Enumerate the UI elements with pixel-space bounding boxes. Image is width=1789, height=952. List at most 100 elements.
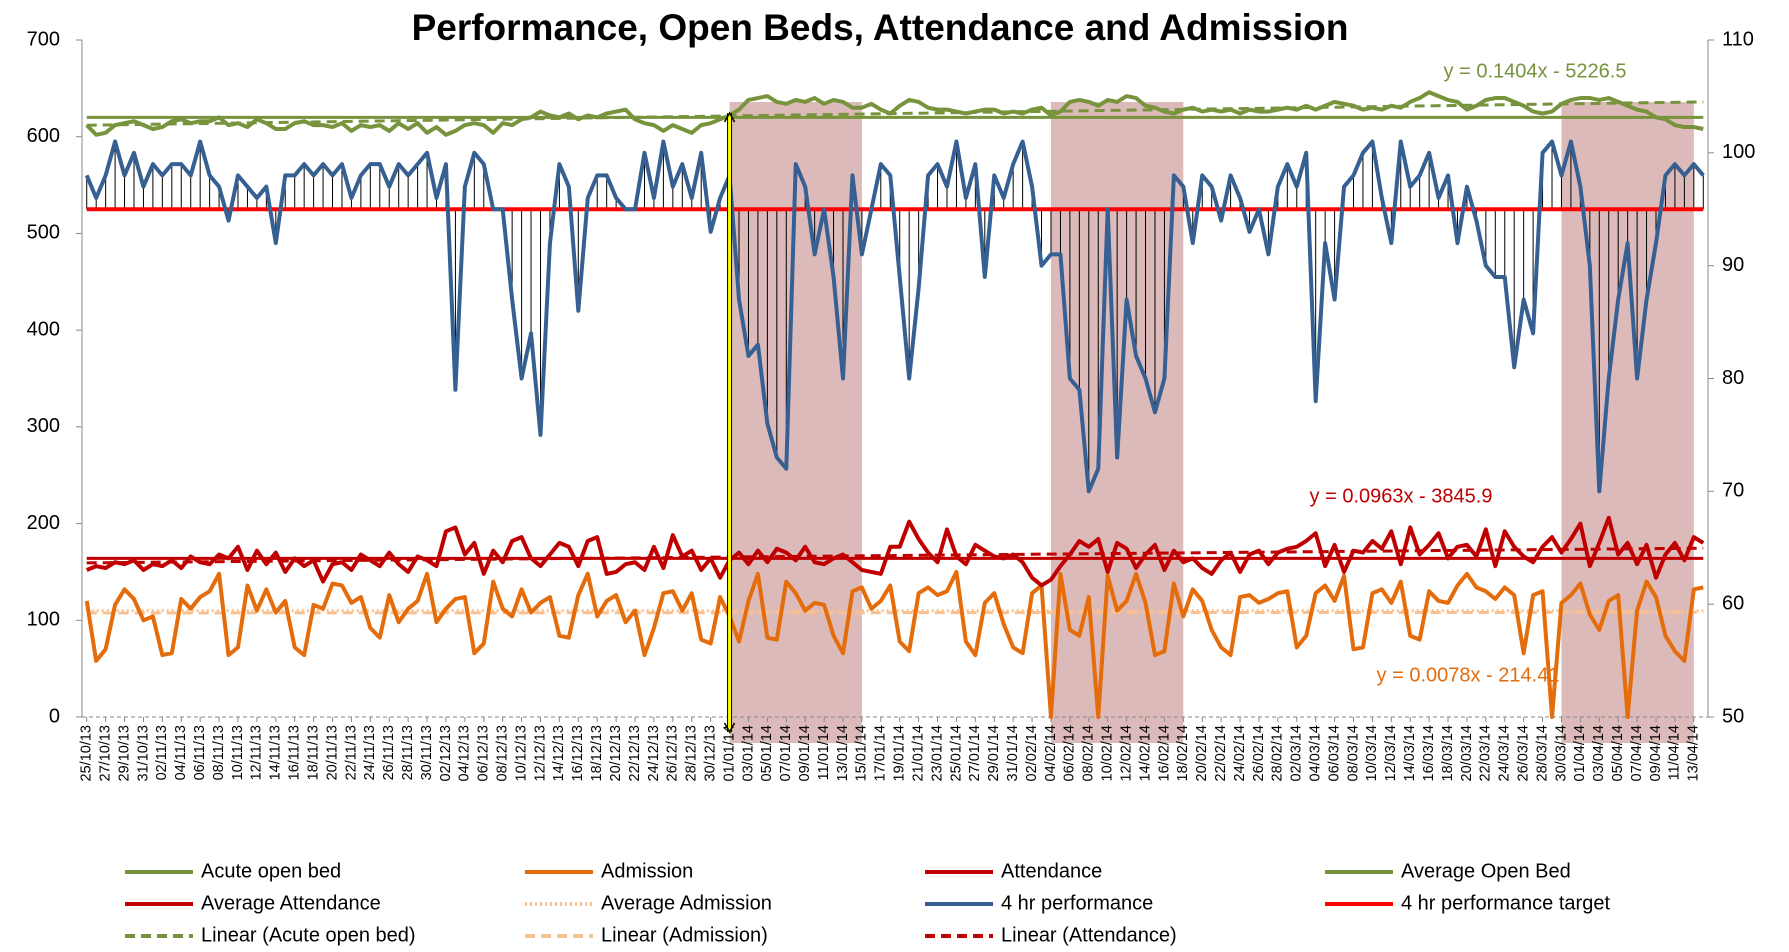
- x-tick-label: 07/01/14: [778, 725, 794, 781]
- chart-title: Performance, Open Beds, Attendance and A…: [412, 7, 1349, 48]
- legend-label: Attendance: [1001, 860, 1102, 882]
- x-tick-label: 22/11/13: [343, 725, 359, 780]
- y-tick-label: 500: [27, 222, 60, 244]
- x-tick-label: 12/12/13: [532, 725, 548, 781]
- x-tick-label: 10/12/13: [513, 725, 529, 781]
- x-tick-label: 24/03/14: [1497, 725, 1513, 781]
- x-tick-label: 17/01/14: [873, 725, 889, 781]
- x-tick-label: 09/01/14: [797, 725, 813, 781]
- x-tick-label: 14/03/14: [1402, 725, 1418, 781]
- x-tick-label: 12/11/13: [249, 725, 265, 780]
- legend-label: Average Open Bed: [1401, 860, 1571, 882]
- x-tick-label: 20/02/14: [1194, 725, 1210, 781]
- x-tick-label: 14/02/14: [1137, 725, 1153, 781]
- x-tick-label: 07/04/14: [1629, 725, 1645, 781]
- x-tick-label: 02/03/14: [1289, 725, 1305, 781]
- marker-arrow: [723, 111, 736, 734]
- legend-label: Average Admission: [601, 892, 772, 914]
- x-tick-label: 13/04/14: [1686, 725, 1702, 781]
- legend-item: Admission: [525, 860, 693, 882]
- x-tick-label: 06/03/14: [1326, 725, 1342, 781]
- x-tick-label: 10/03/14: [1364, 725, 1380, 781]
- x-tick-label: 20/12/13: [608, 725, 624, 781]
- y2-tick-label: 90: [1722, 254, 1744, 276]
- x-tick-label: 28/12/13: [684, 725, 700, 781]
- x-tick-label: 02/12/13: [438, 725, 454, 781]
- legend-item: Attendance: [925, 860, 1102, 882]
- y-tick-label: 700: [27, 28, 60, 50]
- y2-tick-label: 70: [1722, 480, 1744, 502]
- x-tick-label: 04/03/14: [1308, 725, 1324, 781]
- x-tick-label: 01/04/14: [1572, 725, 1588, 781]
- x-tick-label: 26/12/13: [665, 725, 681, 781]
- x-tick-label: 31/01/14: [1005, 725, 1021, 781]
- x-tick-label: 18/12/13: [589, 725, 605, 781]
- x-tick-label: 21/01/14: [910, 725, 926, 781]
- x-tick-label: 13/01/14: [835, 725, 851, 781]
- x-tick-label: 23/01/14: [929, 725, 945, 781]
- x-tick-label: 22/12/13: [627, 725, 643, 781]
- series-line: [84, 139, 1705, 494]
- x-tick-label: 08/02/14: [1081, 725, 1097, 781]
- x-tick-label: 27/01/14: [967, 725, 983, 781]
- trend-equation: y = 0.0963x - 3845.9: [1310, 485, 1493, 507]
- x-tick-label: 24/02/14: [1232, 725, 1248, 781]
- x-tick-label: 08/11/13: [211, 725, 227, 780]
- x-tick-label: 06/11/13: [192, 725, 208, 780]
- x-tick-label: 12/03/14: [1383, 725, 1399, 781]
- x-tick-label: 03/04/14: [1591, 725, 1607, 781]
- x-tick-label: 09/04/14: [1648, 725, 1664, 781]
- x-tick-label: 20/03/14: [1459, 725, 1475, 781]
- x-tick-label: 18/03/14: [1440, 725, 1456, 781]
- y2-tick-label: 80: [1722, 367, 1744, 389]
- y2-tick-label: 110: [1722, 28, 1754, 50]
- legend-label: Linear (Attendance): [1001, 924, 1177, 946]
- x-tick-label: 11/04/14: [1667, 725, 1683, 780]
- x-tick-label: 30/11/13: [419, 725, 435, 780]
- y-tick-label: 400: [27, 318, 60, 340]
- y-tick-label: 300: [27, 415, 60, 437]
- y-tick-label: 100: [27, 609, 60, 631]
- y2-tick-label: 60: [1722, 592, 1744, 614]
- legend-label: 4 hr performance: [1001, 892, 1153, 914]
- legend-item: Average Attendance: [125, 892, 381, 914]
- y2-tick-label: 100: [1722, 141, 1755, 163]
- legend-item: Acute open bed: [125, 860, 341, 882]
- x-tick-label: 30/03/14: [1553, 725, 1569, 781]
- x-tick-label: 14/12/13: [551, 725, 567, 781]
- trendline: [86, 546, 1704, 565]
- x-tick-label: 27/10/13: [97, 725, 113, 781]
- x-tick-label: 24/12/13: [646, 725, 662, 781]
- x-tick-label: 16/02/14: [1156, 725, 1172, 781]
- x-tick-label: 28/11/13: [400, 725, 416, 780]
- legend-item: Average Open Bed: [1325, 860, 1571, 882]
- x-tick-label: 29/10/13: [116, 725, 132, 781]
- y-tick-label: 200: [27, 512, 60, 534]
- x-tick-label: 19/01/14: [892, 725, 908, 781]
- legend-item: Linear (Admission): [525, 924, 768, 946]
- x-tick-label: 26/11/13: [381, 725, 397, 780]
- x-tick-label: 31/10/13: [135, 725, 151, 781]
- x-tick-label: 22/03/14: [1478, 725, 1494, 781]
- legend-label: Linear (Acute open bed): [201, 924, 416, 946]
- x-tick-label: 04/11/13: [173, 725, 189, 780]
- legend-item: Average Admission: [525, 892, 772, 914]
- x-tick-label: 18/11/13: [305, 725, 321, 780]
- x-tick-label: 04/12/13: [457, 725, 473, 781]
- series-line: [84, 569, 1704, 719]
- x-tick-label: 26/02/14: [1251, 725, 1267, 781]
- x-tick-label: 02/11/13: [154, 725, 170, 780]
- x-tick-label: 14/11/13: [268, 725, 284, 780]
- x-tick-label: 16/11/13: [287, 725, 303, 780]
- x-tick-label: 11/01/14: [816, 725, 832, 780]
- x-tick-label: 10/02/14: [1100, 725, 1116, 781]
- x-tick-label: 22/02/14: [1213, 725, 1229, 781]
- x-tick-label: 28/02/14: [1270, 725, 1286, 781]
- x-tick-label: 08/03/14: [1345, 725, 1361, 781]
- trend-equation: y = 0.0078x - 214.41: [1377, 664, 1560, 686]
- legend-label: 4 hr performance target: [1401, 892, 1610, 914]
- x-tick-label: 04/02/14: [1043, 725, 1059, 781]
- x-tick-label: 03/01/14: [740, 725, 756, 781]
- x-tick-label: 29/01/14: [986, 725, 1002, 781]
- x-tick-label: 05/04/14: [1610, 725, 1626, 781]
